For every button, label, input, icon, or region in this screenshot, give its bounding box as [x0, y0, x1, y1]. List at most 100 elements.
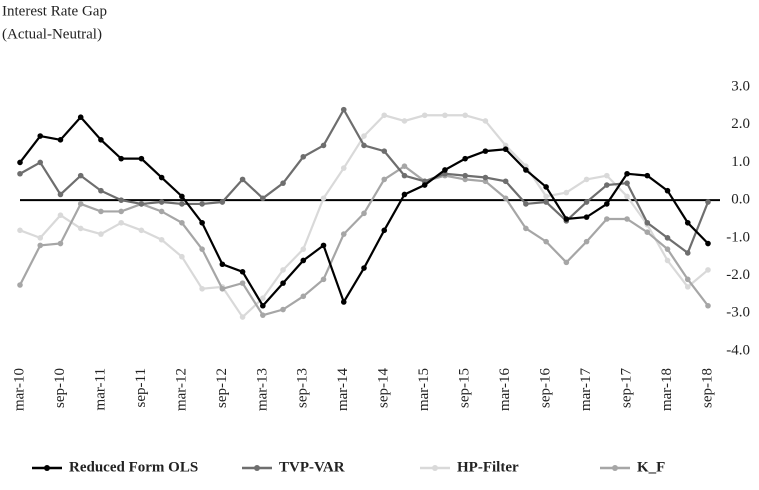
- point: [482, 118, 489, 124]
- point: [260, 195, 266, 202]
- point: [705, 302, 711, 309]
- point: [77, 201, 84, 207]
- point: [421, 112, 428, 119]
- point: [664, 257, 671, 264]
- point: [583, 199, 590, 205]
- y-tick-label: 0.0: [731, 192, 750, 208]
- point: [320, 142, 327, 149]
- x-tick-label: sep-12: [214, 368, 230, 408]
- point: [138, 155, 145, 162]
- x-tick-label: sep-14: [376, 368, 392, 408]
- point: [17, 227, 23, 234]
- point: [381, 176, 388, 183]
- point: [77, 114, 84, 120]
- point: [563, 189, 570, 196]
- point: [644, 229, 651, 235]
- y-tick-label: 2.0: [731, 116, 750, 132]
- point: [199, 201, 205, 207]
- point: [320, 276, 327, 283]
- x-tick-label: mar-18: [659, 368, 675, 411]
- point: [260, 302, 266, 309]
- point: [664, 246, 671, 252]
- point: [340, 299, 347, 305]
- point: [684, 284, 691, 290]
- y-tick-label: -1.0: [726, 229, 750, 245]
- point: [523, 225, 529, 232]
- point: [361, 142, 367, 149]
- point: [684, 276, 691, 283]
- x-tick-label: mar-12: [173, 368, 189, 411]
- x-tick-label: mar-11: [92, 368, 108, 410]
- point: [543, 199, 549, 205]
- point: [624, 193, 630, 200]
- x-tick-label: sep-15: [457, 368, 473, 408]
- y-tick-label: -3.0: [726, 305, 750, 321]
- x-tick-label: sep-11: [133, 368, 149, 407]
- point: [179, 193, 185, 200]
- point: [644, 172, 651, 179]
- x-tick-label: mar-10: [11, 368, 27, 411]
- point: [17, 170, 23, 177]
- point: [320, 242, 327, 249]
- point: [482, 174, 489, 181]
- point: [37, 159, 44, 166]
- series-line: [19, 107, 710, 255]
- point: [381, 112, 388, 119]
- legend-marker: [612, 465, 618, 471]
- legend-marker: [44, 465, 50, 471]
- point: [260, 312, 266, 318]
- point: [502, 178, 509, 185]
- point: [280, 180, 286, 186]
- point: [280, 306, 286, 313]
- point: [705, 199, 711, 205]
- point: [340, 106, 347, 113]
- point: [502, 195, 509, 202]
- point: [118, 197, 124, 203]
- point: [158, 236, 165, 243]
- point: [502, 146, 509, 153]
- point: [361, 133, 367, 139]
- point: [523, 167, 529, 173]
- point: [583, 214, 590, 220]
- point: [57, 191, 64, 198]
- point: [624, 180, 630, 186]
- point: [37, 235, 44, 241]
- x-tick-label: mar-17: [578, 368, 594, 412]
- point: [179, 219, 185, 226]
- point: [37, 133, 44, 139]
- point: [543, 238, 549, 245]
- point: [199, 219, 205, 226]
- point: [604, 172, 610, 179]
- point: [604, 182, 610, 188]
- point: [239, 269, 246, 275]
- point: [179, 253, 185, 260]
- point: [705, 267, 711, 273]
- point: [219, 261, 226, 268]
- x-tick-label: mar-14: [335, 368, 351, 412]
- series-line: [19, 164, 709, 317]
- point: [118, 208, 124, 215]
- legend-label: K_F: [637, 459, 665, 475]
- point: [543, 184, 549, 190]
- point: [421, 182, 428, 188]
- point: [199, 246, 205, 252]
- point: [219, 285, 226, 292]
- chart-title: Interest Rate Gap: [2, 3, 107, 19]
- point: [57, 212, 64, 219]
- point: [300, 293, 307, 300]
- point: [98, 187, 104, 194]
- x-tick-label: sep-13: [295, 368, 311, 408]
- point: [361, 210, 367, 217]
- point: [583, 176, 590, 183]
- point: [57, 240, 64, 247]
- point: [624, 216, 630, 222]
- point: [179, 201, 185, 207]
- point: [523, 201, 529, 207]
- point: [300, 153, 307, 160]
- point: [280, 267, 286, 273]
- point: [118, 155, 124, 162]
- point: [239, 280, 246, 286]
- point: [705, 240, 711, 247]
- point: [624, 170, 630, 177]
- point: [664, 235, 671, 241]
